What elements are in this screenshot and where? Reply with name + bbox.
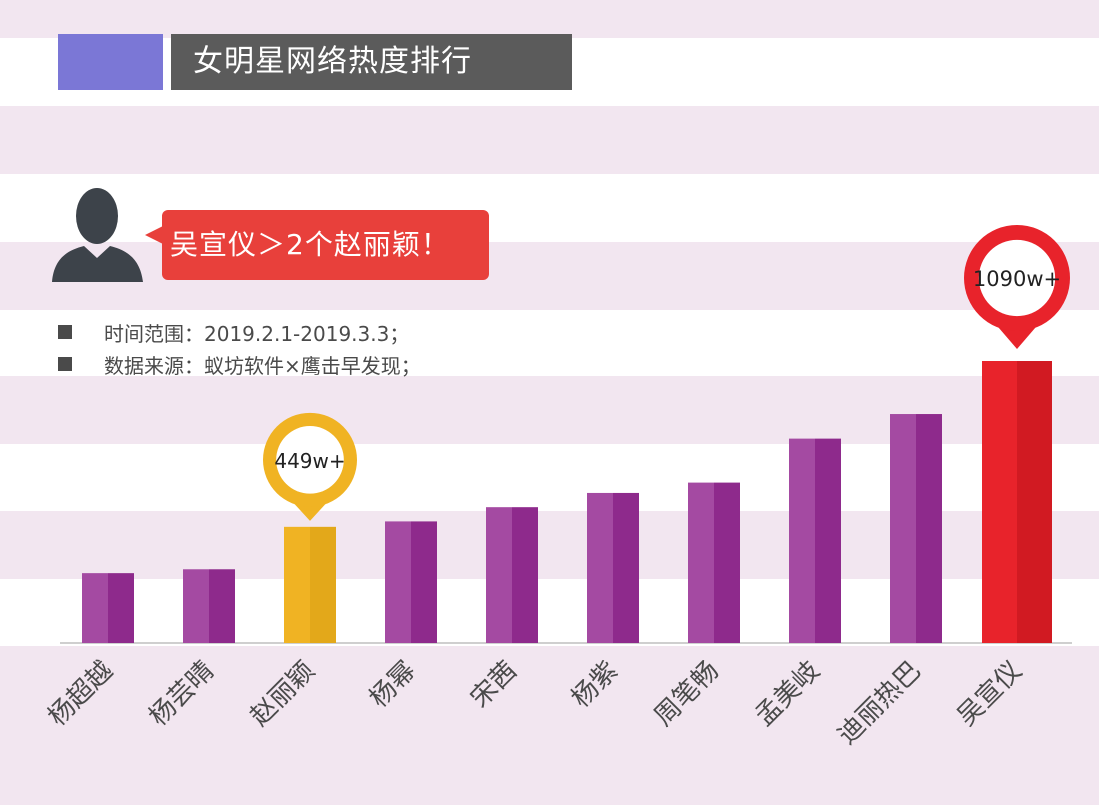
bar-9	[1017, 361, 1052, 643]
bar-1	[209, 569, 235, 643]
category-label: 杨紫	[566, 656, 624, 714]
bar-left-4	[486, 507, 512, 643]
bar-left-8	[890, 414, 916, 643]
bar-0	[108, 573, 134, 643]
data-label: 1090w+	[973, 267, 1061, 291]
category-label: 迪丽热巴	[832, 656, 927, 751]
bar-left-0	[82, 573, 108, 643]
category-label: 孟美岐	[750, 656, 826, 732]
bar-7	[815, 438, 841, 643]
bar-left-7	[789, 438, 815, 643]
background-band	[0, 106, 1099, 174]
note-text: 时间范围：2019.2.1-2019.3.3；	[104, 321, 410, 346]
background-band	[0, 0, 1099, 38]
data-label: 449w+	[274, 449, 345, 473]
category-label: 宋茜	[465, 656, 523, 714]
square-bullet-icon	[58, 357, 72, 371]
note-text: 数据来源：蚁坊软件×鹰击早发现；	[104, 353, 421, 378]
bar-6	[714, 482, 740, 643]
bar-8	[916, 414, 942, 643]
bar-left-1	[183, 569, 209, 643]
bar-left-3	[385, 521, 411, 643]
pin-inner	[276, 425, 344, 494]
bar-4	[512, 507, 538, 643]
category-label: 赵丽颖	[245, 656, 321, 732]
bar-left-6	[688, 482, 714, 643]
note-item: 时间范围：2019.2.1-2019.3.3；	[58, 316, 421, 348]
square-bullet-icon	[58, 325, 72, 339]
bar-left-2	[284, 526, 310, 643]
bar-left-9	[982, 361, 1017, 643]
bar-2	[310, 526, 336, 643]
callout-bubble: 吴宣仪＞2个赵丽颖！	[162, 210, 489, 280]
person-icon	[52, 188, 143, 282]
page-title: 女明星网络热度排行	[171, 34, 572, 90]
category-label: 吴宣仪	[952, 656, 1028, 732]
category-label: 杨超越	[43, 656, 119, 732]
bar-3	[411, 521, 437, 643]
bar-5	[613, 492, 639, 643]
category-label: 杨芸晴	[144, 656, 220, 732]
category-label: 杨幂	[364, 656, 422, 714]
pin-inner	[978, 239, 1056, 317]
notes-list: 时间范围：2019.2.1-2019.3.3； 数据来源：蚁坊软件×鹰击早发现；	[58, 316, 421, 380]
title-accent-block	[58, 34, 163, 90]
category-label: 周笔畅	[649, 656, 725, 732]
callout-tail	[145, 226, 163, 244]
background-band	[0, 646, 1099, 805]
bar-left-5	[587, 492, 613, 643]
note-item: 数据来源：蚁坊软件×鹰击早发现；	[58, 348, 421, 380]
